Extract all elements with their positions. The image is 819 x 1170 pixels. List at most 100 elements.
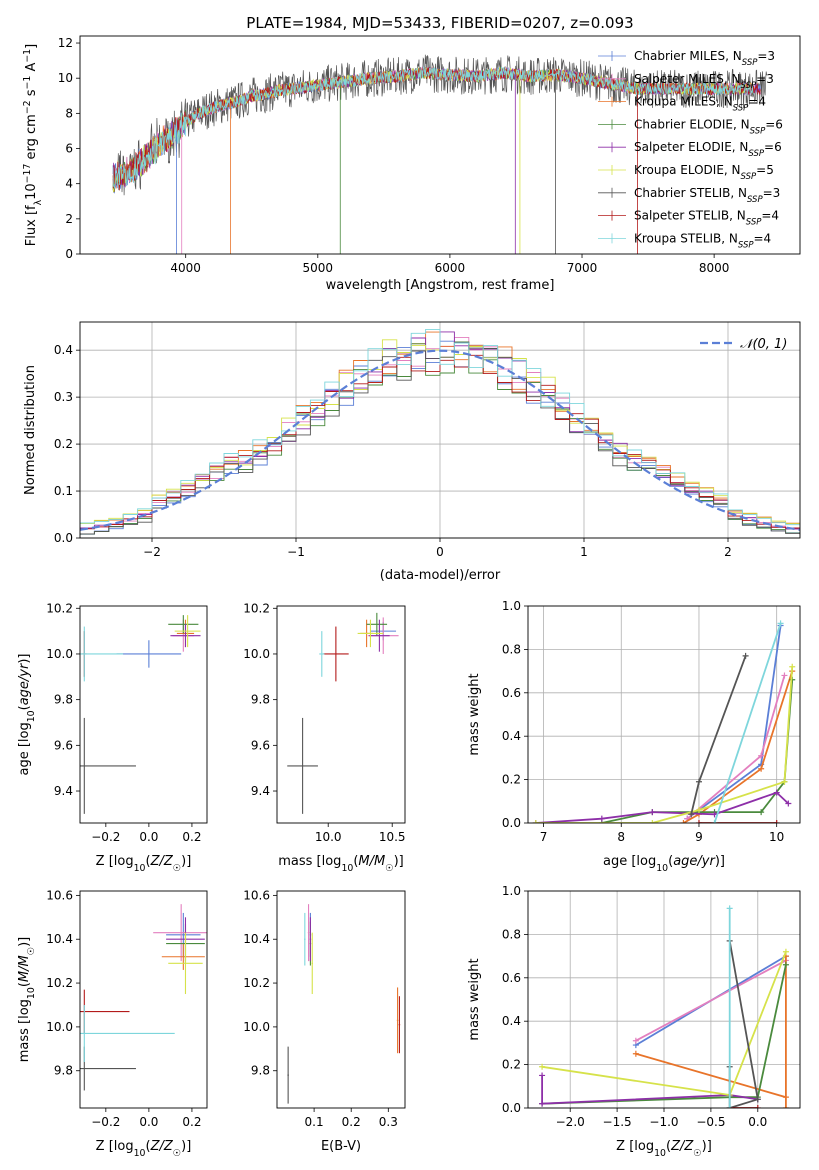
label-part: ( — [17, 982, 32, 987]
legend-label-part: =3 — [757, 49, 775, 63]
legend-label-sub: SSP — [750, 126, 766, 136]
y-tick-label: 9.8 — [251, 693, 270, 707]
y-tick-label: 4 — [65, 177, 73, 191]
weight-series-line — [635, 956, 787, 1108]
axes-frame — [79, 890, 208, 1109]
label-part: )] — [394, 854, 404, 869]
weight-point-marker — [785, 800, 792, 807]
weight-point-marker — [695, 820, 702, 823]
y-tick-label: 10.4 — [46, 932, 73, 946]
legend-label-sub: SSP — [733, 104, 749, 114]
weight-point-marker — [695, 806, 702, 813]
label-part: )] — [715, 854, 725, 869]
label-part: −1 — [22, 49, 33, 63]
y-tick-label: 10.6 — [46, 888, 73, 902]
legend-label-part: Chabrier ELODIE, N — [634, 117, 750, 131]
label-part: Z/Z — [670, 1139, 694, 1154]
x-tick-label: 0.2 — [182, 830, 201, 844]
weight-point-marker — [777, 620, 784, 627]
y-tick-label: 0.1 — [54, 484, 73, 498]
y-tick-label: 10.0 — [46, 1020, 73, 1034]
weight-point-marker — [726, 1105, 733, 1108]
label-part: )] — [702, 1139, 712, 1154]
y-tick-label: 9.8 — [251, 1064, 270, 1078]
weight_vs_Z-panel: −2.0 −1.5 −1.0 −0.5 0.0 0.0 0.2 0.4 0.6 0.8 1.0 Z [… — [467, 884, 801, 1159]
y-tick-label: 0.2 — [502, 773, 521, 787]
label-part: ] — [24, 44, 39, 49]
y-tick-label: 6 — [65, 142, 73, 156]
weight-point-marker — [532, 820, 539, 823]
axes-frame — [79, 321, 801, 539]
weight-point-marker — [758, 752, 765, 759]
y-tick-label: 0 — [65, 247, 73, 261]
y-tick-label: 8 — [65, 106, 73, 120]
label-part: )] — [17, 653, 32, 663]
weight-point-marker — [680, 820, 687, 823]
y-tick-label: 9.8 — [54, 1064, 73, 1078]
y-tick-label: 10.6 — [243, 888, 270, 902]
y-tick-label: 1.0 — [502, 884, 521, 898]
legend-label-part: Salpeter ELODIE, N — [634, 140, 748, 154]
x-axis-label: (data-model)/error — [380, 568, 501, 583]
label-part: ( — [146, 854, 151, 869]
legend-label: Salpeter ELODIE, NSSP=6 — [634, 140, 782, 159]
x-tick-label: 0.0 — [139, 830, 158, 844]
y-tick-label: 0.6 — [502, 686, 521, 700]
x-axis-label: wavelength [Angstrom, rest frame] — [326, 278, 555, 293]
x-tick-label: 10 — [769, 830, 784, 844]
legend-label-sub: SSP — [748, 149, 764, 159]
x-axis-label: Z [log10(Z/Z☉)] — [616, 1139, 712, 1159]
y-tick-label: 9.6 — [54, 738, 73, 752]
axes-frame — [79, 605, 208, 824]
weight-point-marker — [649, 820, 656, 823]
weight-series-line — [713, 623, 782, 823]
legend-label: Salpeter MILES, NSSP=3 — [634, 72, 774, 91]
label-part: 10 — [341, 863, 353, 874]
y-tick-label: 0.2 — [502, 1058, 521, 1072]
weight-point-marker — [688, 811, 695, 818]
x-axis-label: E(B-V) — [321, 1139, 361, 1154]
y-axis-label: age [log10(age/yr)] — [17, 653, 37, 775]
label-part: age [log — [603, 854, 656, 869]
x-tick-label: 7000 — [567, 261, 598, 275]
legend-label-part: Salpeter MILES, N — [634, 72, 741, 86]
weight-point-marker — [781, 778, 788, 785]
y-tick-label: 0.8 — [502, 642, 521, 656]
y-axis-label: Flux [fλ10−17 erg cm−2 s−1 A−1] — [22, 44, 44, 246]
legend-label: Chabrier STELIB, NSSP=3 — [634, 186, 780, 205]
label-part: 10 — [656, 863, 668, 874]
x-axis-label: Z [log10(Z/Z☉)] — [96, 854, 192, 874]
label-part: mass [log — [17, 999, 32, 1062]
legend-label: 𝒩(0, 1) — [740, 337, 787, 352]
x-tick-label: 10.5 — [379, 830, 406, 844]
legend-label-sub: SSP — [741, 172, 757, 182]
label-part: Z/Z — [150, 854, 174, 869]
mass_vs_Z-panel: −0.2 0.0 0.29.810.010.210.410.6Z [log10(Z/… — [17, 888, 208, 1159]
x-tick-label: 7 — [540, 830, 548, 844]
weight-lines — [532, 620, 796, 823]
x-tick-label: 9 — [695, 830, 703, 844]
x-tick-label: −2 — [143, 545, 161, 559]
label-part: ☉ — [173, 863, 181, 874]
weight-point-marker — [539, 1063, 546, 1070]
legend-label-part: =4 — [748, 95, 766, 109]
weight-point-marker — [711, 820, 718, 823]
x-tick-label: 0.3 — [379, 1115, 398, 1129]
label-part: 10 — [26, 710, 37, 722]
label-part: λ — [33, 199, 44, 205]
y-tick-label: 0.4 — [54, 343, 73, 357]
legend-label-sub: SSP — [741, 81, 757, 91]
y-tick-label: 9.6 — [251, 738, 270, 752]
weight-point-marker — [773, 820, 780, 823]
x-tick-label: 10.0 — [315, 830, 342, 844]
y-tick-label: 10.0 — [46, 647, 73, 661]
x-tick-label: −0.2 — [91, 830, 120, 844]
errorbars — [287, 904, 401, 1104]
y-tick-label: 10.4 — [243, 932, 270, 946]
spectrum-lines — [112, 54, 768, 254]
label-part: −17 — [22, 164, 33, 184]
label-part: ( — [353, 854, 358, 869]
legend-label-part: =6 — [765, 117, 783, 131]
